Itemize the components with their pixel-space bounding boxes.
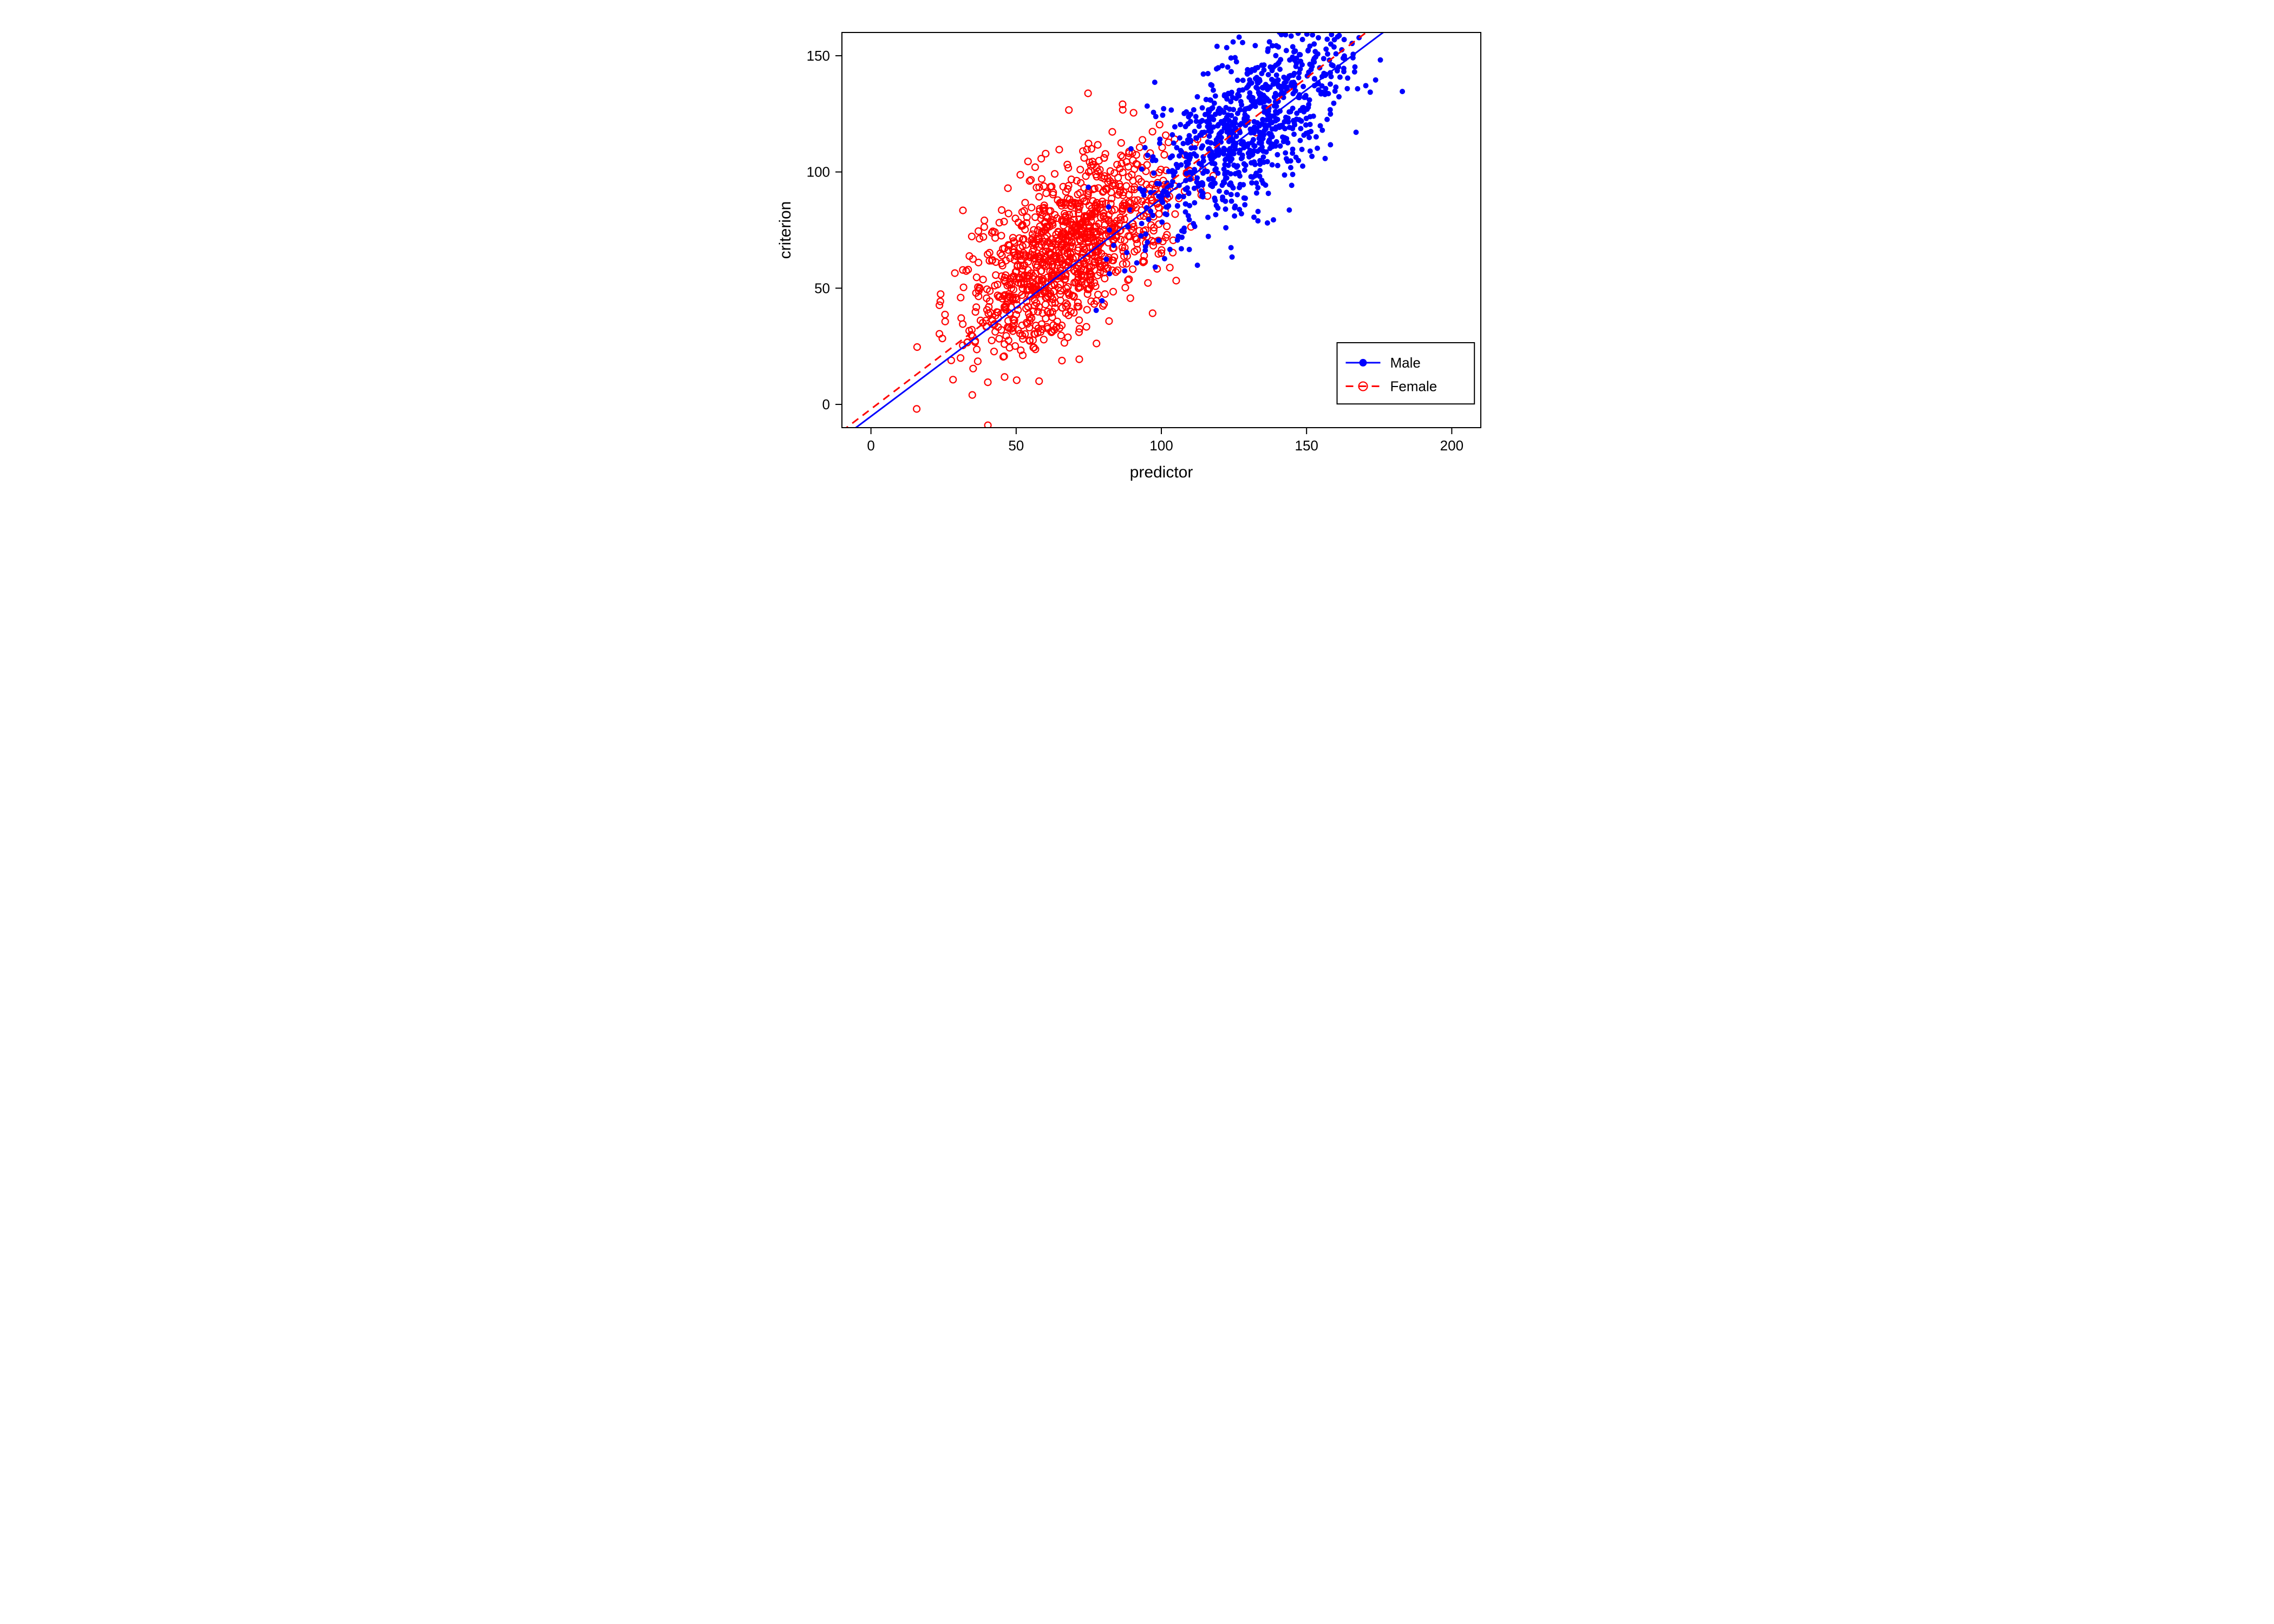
x-tick-label: 100	[1149, 437, 1173, 454]
y-tick-label: 50	[814, 280, 830, 296]
y-tick-label: 0	[822, 396, 830, 412]
x-tick-label: 50	[1008, 437, 1024, 454]
chart-container: 0 50 100 150 200 0 50 100 150 predictor criterion M…	[758, 0, 1516, 541]
legend-label-female: Female	[1390, 378, 1437, 395]
y-tick-label: 100	[807, 164, 830, 180]
y-tick-label: 150	[807, 48, 830, 64]
x-tick-label: 150	[1295, 437, 1318, 454]
legend-label-male: Male	[1390, 355, 1421, 371]
legend-marker-male	[1360, 359, 1367, 366]
x-axis-label: predictor	[1130, 463, 1193, 481]
legend: Male Female	[1337, 343, 1475, 404]
y-axis-label: criterion	[776, 201, 794, 259]
legend-box	[1337, 343, 1475, 404]
x-tick-label: 0	[867, 437, 874, 454]
x-tick-label: 200	[1440, 437, 1463, 454]
scatter-chart: 0 50 100 150 200 0 50 100 150 predictor criterion M…	[758, 0, 1516, 541]
